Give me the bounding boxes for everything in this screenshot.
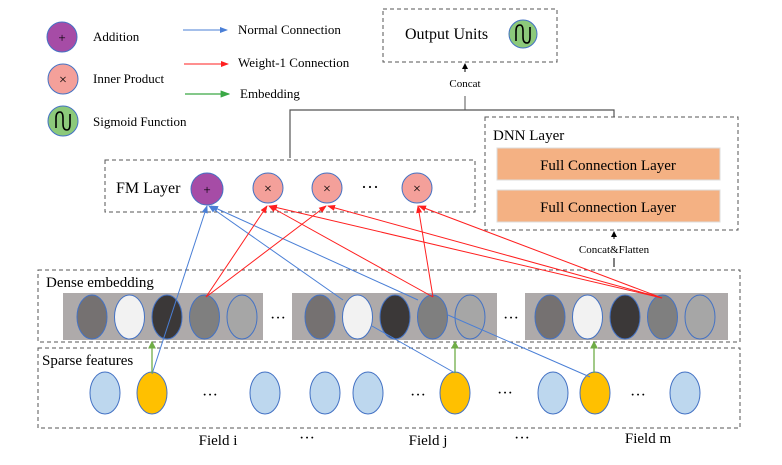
embedding-unit	[609, 294, 641, 340]
output-units-label: Output Units	[405, 26, 488, 43]
normal-connection	[208, 205, 344, 301]
embedding-unit	[226, 294, 258, 340]
field-ellipsis: ···	[514, 430, 530, 447]
times-symbol: ×	[264, 182, 272, 197]
sparse-feature	[89, 371, 121, 415]
sparse-feature	[669, 371, 701, 415]
embedding-unit	[189, 294, 220, 340]
addition-icon	[46, 21, 78, 53]
times-symbol: ×	[59, 73, 67, 88]
fm-inner-product-node	[252, 172, 284, 204]
normal-connection	[151, 205, 208, 375]
field-ellipsis: ···	[299, 430, 315, 447]
full-connection-layer-1	[496, 147, 721, 181]
concat-connector	[289, 109, 615, 158]
sparse-feature	[537, 371, 569, 415]
legend-weight1-connection: Weight-1 Connection	[238, 55, 350, 70]
embedding-unit	[76, 294, 108, 340]
legend-embedding: Embedding	[240, 86, 300, 101]
legend: + Addition × Inner Product Sigmoid Funct…	[46, 21, 350, 137]
dense-embedding-box	[37, 269, 741, 343]
embedding-unit	[572, 294, 603, 340]
fm-layer-label: FM Layer	[116, 180, 181, 197]
embedding-unit	[684, 294, 716, 340]
fm-ellipsis: ···	[361, 177, 379, 197]
sparse-ellipsis: ···	[630, 387, 646, 404]
field-j-label: Field j	[409, 433, 448, 449]
weight1-connection	[327, 204, 663, 299]
embedding-unit	[454, 294, 486, 340]
field-m-label: Field m	[625, 431, 672, 447]
embedding-unit	[647, 294, 678, 340]
connections	[148, 204, 663, 378]
embedding-unit	[417, 294, 448, 340]
full-connection-layer-2-label: Full Connection Layer	[540, 200, 676, 216]
sparse-feature	[309, 371, 341, 415]
embedding-unit	[114, 294, 145, 340]
weight1-connection	[416, 205, 434, 298]
output-units-box	[382, 8, 558, 63]
weight1-connection	[205, 205, 327, 298]
concat-label: Concat	[449, 78, 480, 90]
sparse-ellipsis: ···	[410, 387, 426, 404]
field-i-label: Field i	[199, 433, 238, 449]
embedding-unit	[534, 294, 566, 340]
embedding-unit	[342, 294, 373, 340]
sparse-feature	[352, 371, 384, 415]
legend-addition: Addition	[93, 29, 140, 44]
plus-symbol: +	[203, 182, 210, 197]
active-sparse-feature	[136, 371, 168, 415]
weight1-connection	[418, 205, 663, 299]
legend-normal-connection: Normal Connection	[238, 22, 341, 37]
active-sparse-feature	[439, 371, 471, 415]
sparse-feature	[249, 371, 281, 415]
times-symbol: ×	[413, 182, 421, 197]
sparse-features-label: Sparse features	[42, 353, 133, 369]
legend-sigmoid: Sigmoid Function	[93, 114, 187, 129]
sparse-features-box	[37, 347, 741, 429]
full-connection-layer-1-label: Full Connection Layer	[540, 158, 676, 174]
weight1-connection	[205, 205, 268, 298]
embedding-unit	[304, 294, 336, 340]
active-sparse-feature	[579, 371, 611, 415]
dnn-layer-label: DNN Layer	[493, 128, 564, 144]
embedding-unit	[379, 294, 411, 340]
fm-layer-box	[104, 159, 476, 213]
times-symbol: ×	[323, 182, 331, 197]
normal-connection	[447, 314, 591, 378]
sparse-ellipsis: ···	[497, 385, 513, 402]
weight1-connection	[268, 205, 434, 298]
normal-connection	[210, 205, 419, 301]
dense-ellipsis: ···	[270, 310, 286, 327]
sparse-ellipsis: ···	[202, 387, 218, 404]
fm-addition-node	[190, 172, 224, 206]
legend-inner-product: Inner Product	[93, 71, 165, 86]
inner-product-icon	[47, 63, 79, 95]
dnn-layer-box	[484, 116, 739, 231]
concat-flatten-label: Concat&Flatten	[579, 244, 650, 256]
fm-inner-product-node	[401, 172, 433, 204]
full-connection-layer-2	[496, 189, 721, 223]
fm-inner-product-node	[311, 172, 343, 204]
plus-symbol: +	[58, 30, 65, 45]
normal-connection	[371, 325, 456, 374]
dense-embedding-label: Dense embedding	[46, 275, 154, 291]
embedding-unit	[151, 294, 183, 340]
weight1-connection	[269, 204, 663, 299]
dense-ellipsis: ···	[503, 310, 519, 327]
